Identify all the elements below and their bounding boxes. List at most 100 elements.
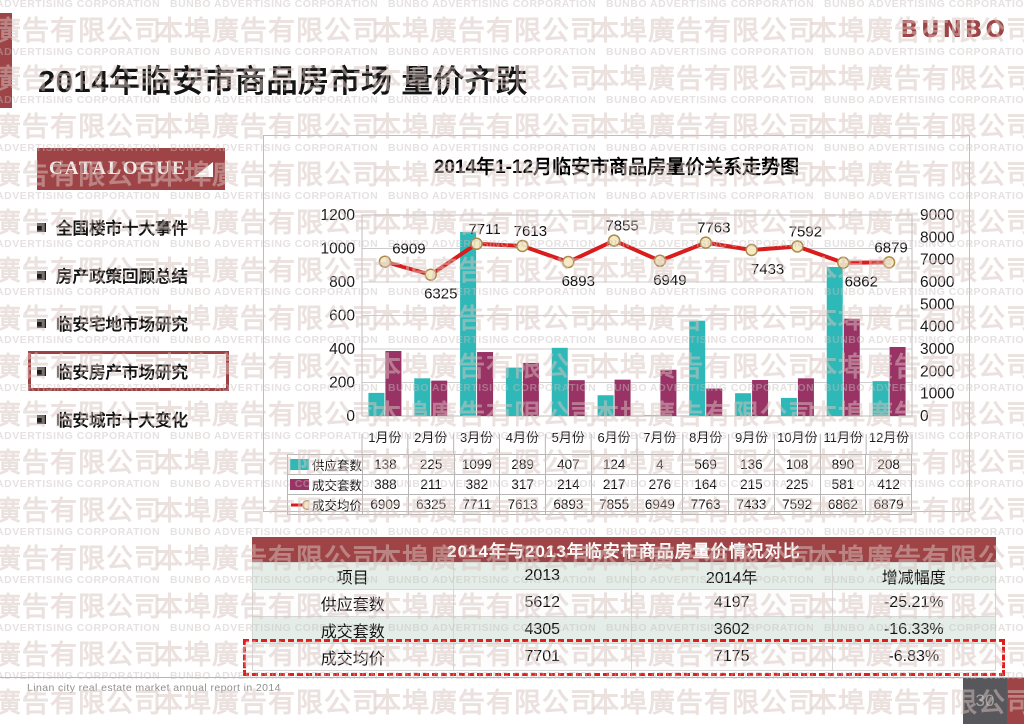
chart-value-cell: 7613 [499,494,546,515]
chart-value-cell: 581 [819,474,867,495]
svg-text:800: 800 [329,274,355,291]
chart-data-row: 成交均价 6909 6325 7711 7613 6893 7855 6949 7763 7433… [287,494,912,515]
watermark-cjk-text: 本埠廣告有限公司 [0,112,162,142]
svg-text:2月份: 2月份 [414,430,447,445]
svg-text:600: 600 [329,308,355,325]
compare-header-cell: 项目 [252,562,454,590]
chart-data-table: 供应套数 138 225 1099 289 407 124 4 569 136 108 890 208 成… [287,454,912,515]
chart-value-cell: 164 [682,474,729,495]
svg-text:1000: 1000 [321,241,356,258]
watermark-cjk-text: 本埠廣告有限公司 [0,16,162,46]
chart-value-cell: 6893 [545,494,592,515]
page-accent-strip [1007,678,1024,724]
chart-panel: 2014年1-12月临安市商品房量价关系走势图 0 200 400 600 800 100… [263,135,970,515]
chart-value-cell: 124 [590,454,638,475]
compare-header-cell: 2014年 [630,562,833,590]
compare-cell: 4197 [630,589,833,617]
catalogue-title: CATALOGUE [49,158,187,179]
chart-data-row: 成交套数 388 211 382 317 214 217 276 164 215 225 581 412 [287,474,912,495]
watermark-latin-text: BUNBO ADVERTISING CORPORATION [0,0,161,10]
svg-text:5月份: 5月份 [552,430,585,445]
sidebar-item-5[interactable]: 临安城市十大变化 [37,395,225,443]
compare-cell: 成交套数 [252,616,454,644]
compare-table: 项目 2013 2014年 增减幅度 供应套数 5612 4197 -25.21% 成交套数 43… [252,562,997,671]
watermark-latin-text: BUNBO ADVERTISING CORPORATION [0,574,161,586]
chart-value-cell: 6909 [362,494,409,515]
chart-value-cell: 7433 [728,494,775,515]
legend-line-marker-icon [291,499,309,510]
compare-cell: 成交均价 [252,643,454,671]
bunbo-logo: BUNBO [900,17,1008,43]
chart-value-cell: 217 [590,474,638,495]
sidebar-item-3[interactable]: 临安宅地市场研究 [37,299,225,347]
svg-text:7000: 7000 [920,252,955,269]
svg-text:8000: 8000 [920,229,955,246]
compare-cell: 供应套数 [252,589,454,617]
svg-text:7592: 7592 [789,223,822,240]
watermark-cjk-text: 本埠廣告有限公司 [592,688,816,718]
chart-value-cell: 7763 [682,494,729,515]
svg-text:7月份: 7月份 [643,430,676,445]
svg-text:7855: 7855 [605,218,638,235]
watermark-latin-text: BUNBO ADVERTISING CORPORATION [606,94,815,106]
compare-cell: 5612 [452,589,632,617]
chart-value-cell: 225 [407,454,455,475]
watermark-latin-text: BUNBO ADVERTISING CORPORATION [824,0,1024,10]
svg-text:3月份: 3月份 [460,430,493,445]
chart-value-cell: 215 [728,474,775,495]
chart-value-cell: 6862 [819,494,867,515]
watermark-cjk-text: 本埠廣告有限公司 [592,64,816,94]
chart-data-row: 供应套数 138 225 1099 289 407 124 4 569 136 108 890 208 [287,454,912,475]
compare-header-cell: 2013 [452,562,632,590]
sidebar-item-4[interactable]: 临安房产市场研究 [28,351,229,391]
catalogue-sidebar: CATALOGUE 全国楼市十大事件房产政策回顾总结 临安宅地市场研究 临安房产市场… [28,148,229,443]
chart-value-cell: 108 [773,454,821,475]
compare-header-row: 项目 2013 2014年 增减幅度 [252,562,997,590]
svg-text:0: 0 [346,408,355,425]
sidebar-item-label: 临安城市十大变化 [56,412,188,430]
watermark-latin-text: BUNBO ADVERTISING CORPORATION [0,622,161,634]
compare-header-cell: 增减幅度 [831,562,997,590]
compare-table-title: 2014年与2013年临安市商品房量价情况对比 [252,537,996,562]
footer-divider [0,677,1024,678]
sidebar-item-label: 全国楼市十大事件 [56,220,188,238]
svg-text:6000: 6000 [920,274,955,291]
chart-value-cell: 6879 [865,494,912,515]
svg-text:7613: 7613 [514,223,547,240]
watermark-latin-text: BUNBO ADVERTISING CORPORATION [170,0,379,10]
chart-value-cell: 138 [362,454,409,475]
chart-value-cell: 208 [865,454,912,475]
watermark-cjk-text: 本埠廣告有限公司 [374,16,598,46]
chart-value-cell: 7855 [590,494,638,515]
legend-label: 供应套数 [288,455,362,474]
watermark-cjk-text: 本埠廣告有限公司 [0,448,162,478]
page-number: 30 [975,691,995,710]
bullet-icon [37,414,46,424]
chart-value-cell: 289 [499,454,546,475]
legend-label: 成交均价 [288,495,362,514]
svg-text:4000: 4000 [920,319,955,336]
svg-text:9000: 9000 [920,207,955,224]
svg-text:6325: 6325 [424,286,457,303]
watermark-latin-text: BUNBO ADVERTISING CORPORATION [606,46,815,58]
watermark-latin-text: BUNBO ADVERTISING CORPORATION [0,670,161,682]
watermark-latin-text: BUNBO ADVERTISING CORPORATION [606,0,815,10]
catalogue-list: 全国楼市十大事件房产政策回顾总结 临安宅地市场研究 临安房产市场研究临安城市十大变化 [28,203,229,443]
compare-cell: -16.33% [831,616,997,644]
svg-text:6862: 6862 [845,274,878,291]
watermark-latin-text: BUNBO ADVERTISING CORPORATION [388,670,597,682]
legend-bar-swatch-icon [290,459,309,470]
svg-text:7763: 7763 [697,220,730,237]
watermark-latin-text: BUNBO ADVERTISING CORPORATION [0,478,161,490]
svg-text:1000: 1000 [920,386,955,403]
triangle-icon [194,161,213,177]
watermark-latin-text: BUNBO ADVERTISING CORPORATION [824,46,1024,58]
page-title: 2014年临安市商品房市场 量价齐跌 [38,64,528,99]
sidebar-item-1[interactable]: 全国楼市十大事件 [37,203,225,251]
compare-cell: 3602 [630,616,833,644]
page-number-box: 30 [963,678,1007,724]
sidebar-item-2[interactable]: 房产政策回顾总结 [37,251,225,299]
watermark-cjk-text: 本埠廣告有限公司 [592,16,816,46]
watermark-cjk-text: 本埠廣告有限公司 [156,16,380,46]
svg-text:12月份: 12月份 [869,430,909,445]
